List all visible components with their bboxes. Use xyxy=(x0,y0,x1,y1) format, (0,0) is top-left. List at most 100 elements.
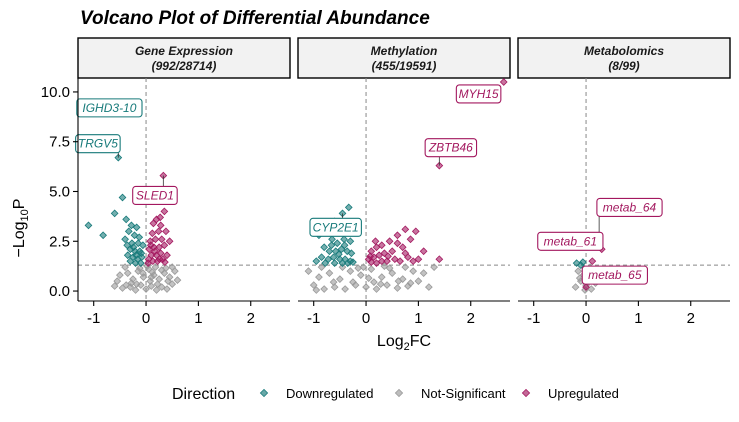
point-upregulated xyxy=(157,235,166,244)
label-box xyxy=(537,231,604,251)
point-not-significant xyxy=(312,286,321,294)
point-downregulated xyxy=(123,241,132,250)
panel-gene-expression: Gene Expression(992/28714) -1 0 1 2 IGHD3-10 T… xyxy=(75,37,291,327)
point-upregulated xyxy=(385,237,394,246)
point-downregulated xyxy=(99,231,107,240)
point-downregulated xyxy=(579,258,587,267)
facet-count-metabolomics: (8/99) xyxy=(608,59,639,73)
x-axis-title-tail: FC xyxy=(410,333,431,350)
point-downregulated xyxy=(340,241,349,250)
point-not-significant xyxy=(113,277,122,285)
x-tick-label-gene-expression: -1 xyxy=(87,310,100,327)
label-text: IGHD3-10 xyxy=(82,101,136,115)
facet-title-methylation: Methylation xyxy=(371,44,438,58)
label-ighd3-10: IGHD3-10 xyxy=(76,98,143,118)
point-not-significant xyxy=(325,269,334,277)
x-tick-label-metabolomics: -1 xyxy=(527,310,540,327)
series-downregulated-metabolomics xyxy=(572,258,587,270)
label-box xyxy=(424,138,478,158)
x-tick-label-methylation: -1 xyxy=(307,310,320,327)
point-downregulated xyxy=(349,258,357,267)
label-metab-65: metab_65 xyxy=(581,265,648,285)
point-not-significant xyxy=(152,286,161,294)
point-not-significant xyxy=(341,285,349,293)
point-upregulated xyxy=(151,235,160,244)
label-sled1: SLED1 xyxy=(132,175,178,206)
x-tick-label-metabolomics: 1 xyxy=(634,310,642,327)
label-box xyxy=(75,134,121,154)
point-not-significant xyxy=(346,267,355,275)
point-upregulated xyxy=(377,241,386,250)
point-not-significant xyxy=(132,280,141,288)
facet-count-gene-expression: (992/28714) xyxy=(152,59,217,73)
y-tick-label: 0.0 xyxy=(49,283,70,300)
facet-panels: Gene Expression(992/28714) -1 0 1 2 IGHD3-10 T… xyxy=(75,37,731,327)
label-text: CYP2E1 xyxy=(313,220,359,234)
point-downregulated xyxy=(317,253,326,262)
point-upregulated xyxy=(377,257,386,266)
point-not-significant xyxy=(157,283,166,291)
legend-item-not-significant: Not-Significant xyxy=(394,386,506,401)
point-not-significant xyxy=(385,264,394,273)
point-not-significant xyxy=(151,263,160,272)
point-downregulated xyxy=(127,221,136,230)
point-not-significant xyxy=(139,269,147,277)
y-tick-label: 2.5 xyxy=(49,233,70,250)
point-upregulated xyxy=(160,241,169,250)
point-upregulated xyxy=(401,225,410,234)
x-tick-label-metabolomics: 2 xyxy=(687,310,695,327)
point-downregulated xyxy=(132,223,141,232)
point-not-significant xyxy=(377,273,386,281)
point-downregulated xyxy=(114,153,123,162)
point-not-significant xyxy=(424,283,433,291)
point-upregulated xyxy=(375,251,384,260)
point-not-significant xyxy=(362,283,370,291)
label-cyp2e1: CYP2E1 xyxy=(309,213,362,237)
point-not-significant xyxy=(401,263,410,272)
point-downregulated xyxy=(325,247,334,256)
label-text: metab_64 xyxy=(603,200,657,214)
point-not-significant xyxy=(356,271,365,279)
point-not-significant xyxy=(376,280,385,288)
point-not-significant xyxy=(393,284,402,292)
x-tick-label-gene-expression: 2 xyxy=(247,310,255,327)
point-downregulated xyxy=(134,239,143,248)
point-not-significant xyxy=(338,263,347,272)
x-tick-label-metabolomics: 0 xyxy=(582,310,590,327)
y-axis: 0.0 2.5 5.0 7.5 10.0 xyxy=(41,78,79,301)
label-text: metab_65 xyxy=(588,268,642,282)
x-axis-title-base: Log xyxy=(377,333,404,350)
point-upregulated xyxy=(151,247,159,256)
point-upregulated xyxy=(398,243,407,252)
legend-key-upregulated xyxy=(521,388,531,398)
point-not-significant xyxy=(587,285,596,293)
point-upregulated xyxy=(396,257,404,266)
point-not-significant xyxy=(304,267,313,275)
point-downregulated xyxy=(132,251,140,260)
point-upregulated xyxy=(367,258,376,267)
point-upregulated xyxy=(383,257,391,266)
point-not-significant xyxy=(110,282,119,290)
point-upregulated xyxy=(156,221,165,230)
x-tick-label-methylation: 0 xyxy=(362,310,370,327)
point-not-significant xyxy=(398,275,407,283)
point-upregulated xyxy=(161,258,169,267)
y-axis-title-tail: P xyxy=(11,199,28,210)
point-not-significant xyxy=(127,279,136,287)
legend-key-not-significant xyxy=(394,388,404,398)
label-text: TRGV5 xyxy=(78,137,118,151)
point-not-significant xyxy=(121,263,129,272)
legend-label-downregulated: Downregulated xyxy=(286,386,373,401)
point-not-significant xyxy=(147,273,156,281)
series-not-significant-gene-expression xyxy=(110,262,182,294)
point-downregulated xyxy=(347,249,356,258)
point-not-significant xyxy=(354,264,363,273)
point-not-significant xyxy=(173,276,182,284)
label-box xyxy=(132,185,178,206)
point-upregulated xyxy=(366,252,375,261)
label-text: metab_61 xyxy=(544,234,597,248)
point-upregulated xyxy=(155,255,164,264)
y-tick-label: 5.0 xyxy=(49,183,70,200)
point-not-significant xyxy=(317,263,326,272)
x-tick-label-methylation: 2 xyxy=(467,310,475,327)
